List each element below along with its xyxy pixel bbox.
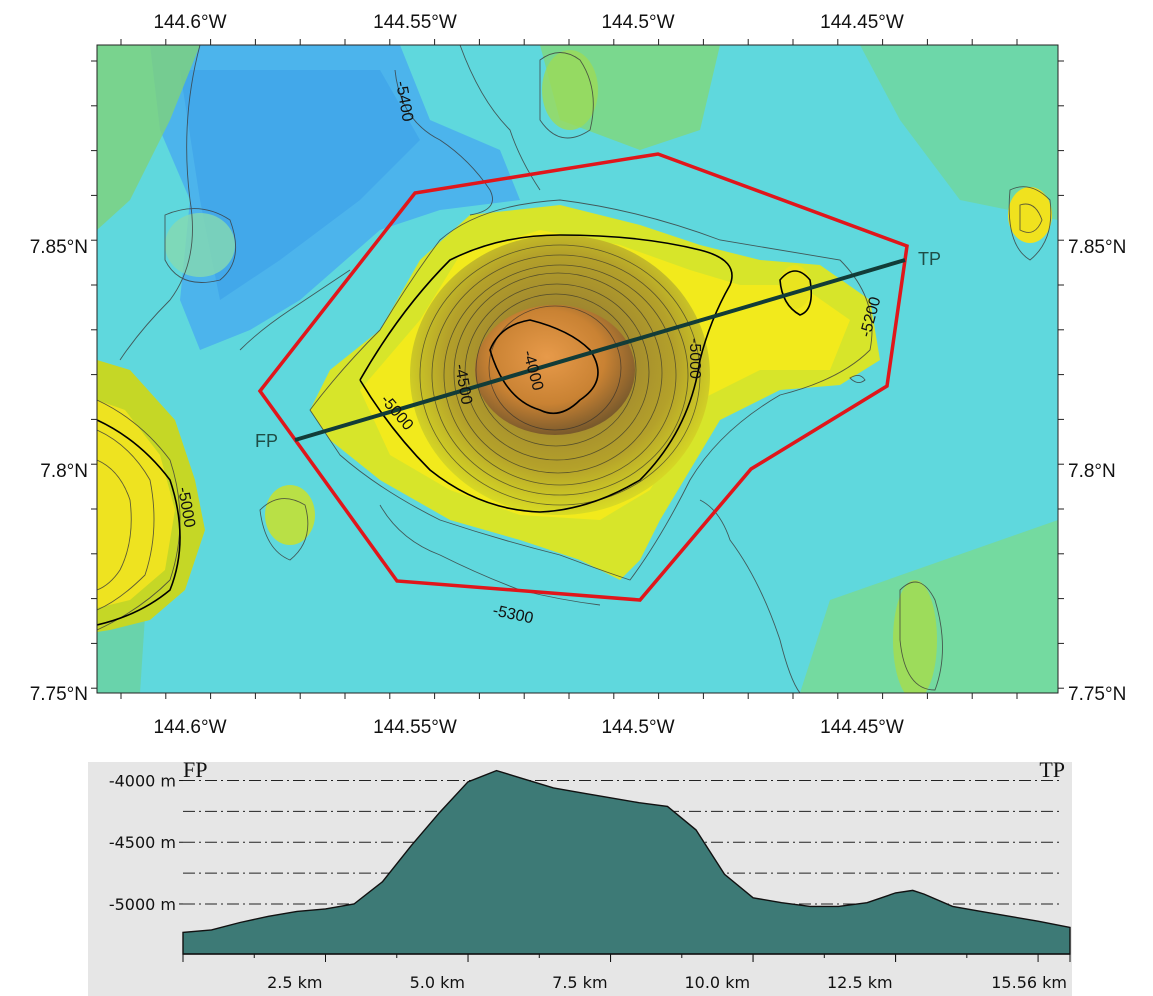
lon-label-top: 144.45°W [820, 12, 904, 33]
study-area-boundary [257, 152, 909, 602]
profile-depth-label: -5000 m [109, 895, 176, 914]
profile-depth-labels: -4000 m -4500 m -5000 m [109, 772, 183, 914]
lat-label-left: 7.75°N [30, 684, 88, 705]
profile-distance-labels: 2.5 km 5.0 km 7.5 km 10.0 km 12.5 km 15.56 km [267, 973, 1067, 992]
contour-label: -5000 [686, 338, 703, 379]
transect-end-label: TP [918, 249, 941, 269]
contour-label: -5000 [174, 486, 198, 529]
transect-start-label: FP [255, 431, 278, 451]
contour-label: -5400 [392, 80, 416, 123]
lon-label-top: 144.5°W [601, 12, 674, 33]
lat-label-left: 7.8°N [40, 461, 88, 482]
elevation-profile: FP TP -4000 m -4500 m -5000 m 2.5 km 5.0 km… [88, 757, 1072, 996]
profile-distance-label: 10.0 km [684, 973, 750, 992]
profile-distance-label: 15.56 km [991, 973, 1067, 992]
transect-line [294, 258, 906, 442]
profile-start-label: FP [183, 757, 207, 782]
lon-label-bottom: 144.6°W [153, 717, 226, 738]
profile-distance-label: 7.5 km [552, 973, 607, 992]
lat-label-right: 7.75°N [1068, 684, 1126, 705]
seamount-contours [419, 244, 701, 506]
contour-label: -4500 [451, 363, 475, 406]
map-tick-marks [91, 39, 1064, 699]
profile-distance-label: 5.0 km [410, 973, 465, 992]
major-contours [97, 234, 813, 626]
lon-label-bottom: 144.55°W [373, 717, 457, 738]
bathymetry-map: FP TP -5400 -5200 -5000 -5000 -5000 -450… [30, 12, 1127, 738]
profile-distance-label: 12.5 km [827, 973, 893, 992]
bathymetry-surface [97, 45, 1058, 693]
profile-end-label: TP [1039, 757, 1065, 782]
contour-lines [97, 45, 1052, 693]
right-lat-labels: 7.85°N 7.8°N 7.75°N [1068, 237, 1126, 705]
lat-label-right: 7.85°N [1068, 237, 1126, 258]
profile-distance-label: 2.5 km [267, 973, 322, 992]
lat-label-left: 7.85°N [30, 237, 88, 258]
profile-depth-label: -4500 m [109, 833, 176, 852]
map-frame [96, 44, 1059, 694]
lon-label-top: 144.55°W [373, 12, 457, 33]
top-lon-labels: 144.6°W 144.55°W 144.5°W 144.45°W [153, 12, 903, 33]
lon-label-bottom: 144.5°W [601, 717, 674, 738]
lon-label-top: 144.6°W [153, 12, 226, 33]
profile-depth-label: -4000 m [109, 772, 176, 791]
lon-label-bottom: 144.45°W [820, 717, 904, 738]
bottom-lon-labels: 144.6°W 144.55°W 144.5°W 144.45°W [153, 717, 903, 738]
profile-x-tick-marks [182, 954, 1071, 962]
profile-area [182, 769, 1071, 955]
lat-label-right: 7.8°N [1068, 461, 1116, 482]
left-lat-labels: 7.85°N 7.8°N 7.75°N [30, 237, 88, 705]
